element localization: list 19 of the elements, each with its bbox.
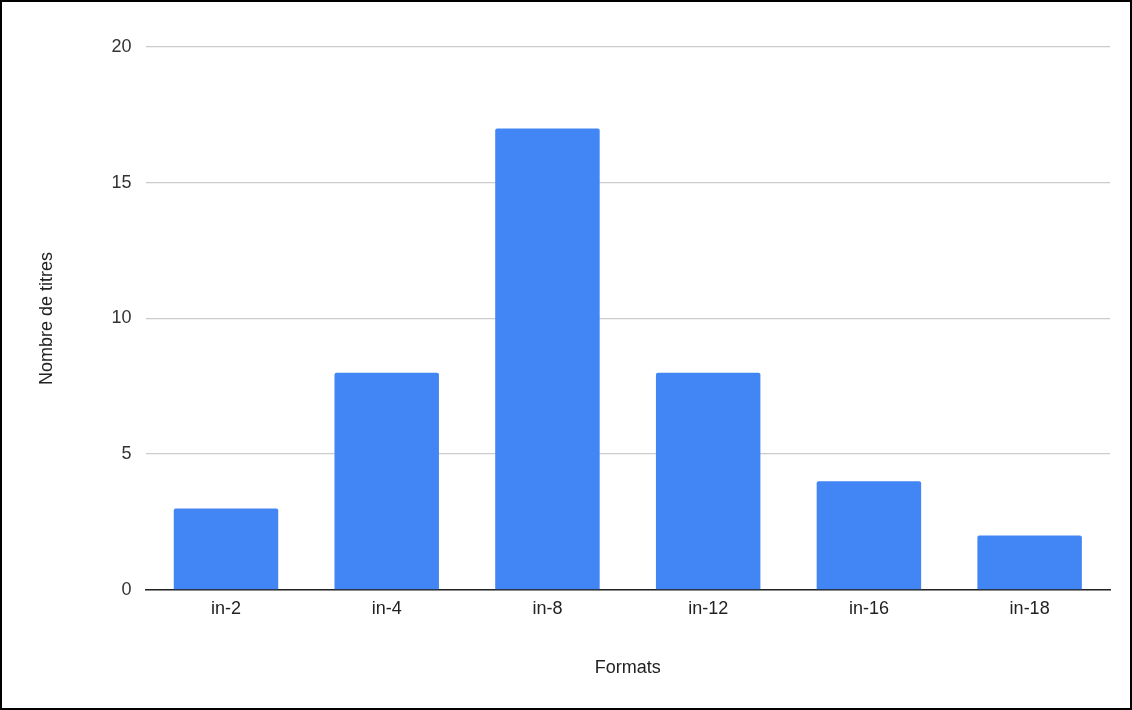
- x-tick-label: in-4: [371, 597, 402, 618]
- bar: [655, 372, 761, 590]
- bar: [173, 508, 279, 590]
- bar: [495, 128, 600, 590]
- x-tick-label: in-16: [848, 597, 889, 618]
- bar: [977, 535, 1082, 590]
- x-tick-label: in-8: [532, 597, 563, 618]
- y-axis-title: Nombre de titres: [35, 251, 56, 385]
- x-tick-label: in-2: [210, 597, 241, 618]
- bar: [816, 481, 922, 590]
- y-tick-label: 10: [111, 307, 132, 328]
- y-tick-label: 15: [111, 171, 132, 192]
- bar: [334, 372, 439, 590]
- y-tick-label: 0: [121, 578, 132, 599]
- x-tick-label: in-18: [1009, 597, 1050, 618]
- x-tick-label: in-12: [688, 597, 729, 618]
- y-tick-label: 20: [111, 35, 132, 56]
- y-tick-label: 5: [121, 443, 132, 464]
- x-axis-title: Formats: [594, 657, 661, 678]
